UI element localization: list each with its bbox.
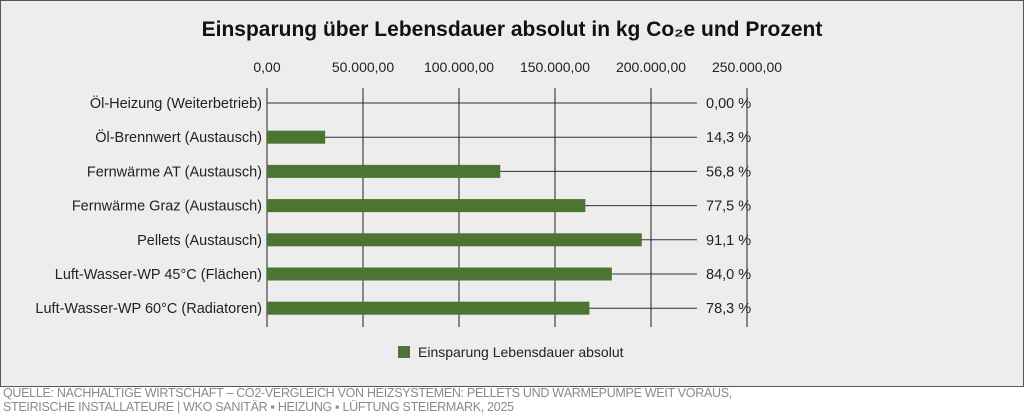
percent-label: 77,5 % [706, 199, 751, 215]
legend-swatch [398, 346, 410, 358]
percent-label: 84,0 % [706, 267, 751, 283]
percent-label: 0,00 % [706, 96, 751, 112]
category-label: Fernwärme AT (Austausch) [87, 164, 262, 180]
category-label: Luft-Wasser-WP 60°C (Radiatoren) [35, 301, 262, 317]
percent-label: 56,8 % [706, 164, 751, 180]
chart-title: Einsparung über Lebensdauer absolut in k… [202, 18, 823, 41]
legend: Einsparung Lebensdauer absolut [398, 344, 624, 360]
x-tick-label: 100.000,00 [424, 59, 494, 75]
source-note: QUELLE: NACHHALTIGE WIRTSCHAFT – CO2-VER… [3, 386, 732, 414]
x-tick-label: 0,00 [253, 59, 280, 75]
x-tick-label: 50.000,00 [332, 59, 394, 75]
category-label: Luft-Wasser-WP 45°C (Flächen) [55, 267, 262, 283]
bar [267, 199, 586, 213]
chart-frame [0, 0, 1024, 387]
percent-label: 14,3 % [706, 130, 751, 146]
bar [267, 130, 326, 144]
bar-chart: Einsparung über Lebensdauer absolut in k… [35, 18, 823, 360]
x-tick-label: 250.000,00 [712, 59, 782, 75]
category-label: Öl-Brennwert (Austausch) [95, 128, 262, 146]
category-label: Fernwärme Graz (Austausch) [72, 199, 262, 215]
bar [267, 164, 501, 178]
bar [267, 301, 590, 315]
category-label: Öl-Heizung (Weiterbetrieb) [90, 94, 262, 112]
source-line-2: STEIRISCHE INSTALLATEURE | WKO SANITÄR ▪… [3, 400, 514, 414]
percent-label: 78,3 % [706, 301, 751, 317]
percent-label: 91,1 % [706, 233, 751, 249]
category-label: Pellets (Austausch) [137, 233, 262, 249]
legend-label: Einsparung Lebensdauer absolut [418, 344, 624, 360]
bar [267, 233, 642, 247]
x-tick-label: 200.000,00 [616, 59, 686, 75]
source-line-1: QUELLE: NACHHALTIGE WIRTSCHAFT – CO2-VER… [3, 386, 732, 400]
bar [267, 267, 612, 281]
x-tick-label: 150.000,00 [520, 59, 590, 75]
